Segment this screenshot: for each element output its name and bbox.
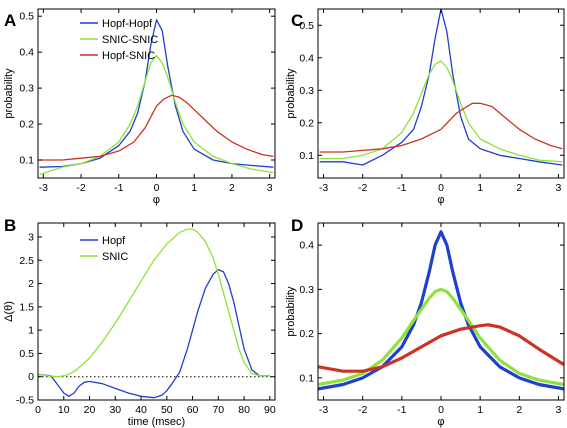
x-axis-label: φ	[437, 416, 444, 428]
series-line-snic	[38, 228, 270, 378]
x-tick-label: 90	[264, 404, 276, 416]
panel-c: C -3 -2 -1 0 1 2 3 0.1 0.2 0.3 0.4 0.5 φ probability	[285, 8, 565, 206]
x-tick-label: -1	[397, 182, 406, 194]
x-tick-label: -2	[358, 404, 367, 416]
y-tick-label: 0.3	[19, 83, 34, 95]
y-tick-label: 0.3	[299, 284, 314, 296]
panel-letter: C	[291, 11, 303, 30]
y-tick-label: 0.2	[299, 117, 314, 129]
x-tick-label: 1	[191, 182, 197, 194]
x-tick-label: -2	[358, 182, 367, 194]
x-tick-label: 0	[35, 404, 41, 416]
y-tick-label: 0.4	[19, 47, 34, 59]
legend-entry: SNIC	[102, 251, 128, 263]
y-tick-label: 0.4	[299, 52, 314, 64]
series-line-hopf-snic	[39, 94, 274, 161]
series-line-blue	[319, 9, 563, 166]
x-tick-label: -3	[39, 182, 48, 194]
x-tick-label: 2	[516, 404, 522, 416]
y-tick-label: 1	[28, 325, 34, 337]
x-tick-label: 2	[229, 182, 235, 194]
x-tick-label: 60	[187, 404, 199, 416]
x-tick-label: 0	[438, 182, 444, 194]
x-tick-label: 10	[58, 404, 70, 416]
legend-entry: Hopf-Hopf	[102, 18, 153, 30]
axes-frame	[37, 222, 276, 401]
panel-letter: A	[4, 11, 16, 30]
y-tick-label: 0.5	[299, 20, 314, 32]
x-tick-label: -2	[76, 182, 85, 194]
series-line-hopf-hopf	[39, 19, 274, 168]
y-axis-label: probability	[3, 68, 15, 119]
x-tick-label: 3	[556, 404, 562, 416]
legend: Hopf SNIC	[80, 235, 128, 263]
y-tick-label: 0.3	[299, 85, 314, 97]
x-tick-label: 50	[161, 404, 173, 416]
x-tick-label: 1	[477, 404, 483, 416]
panel-b: B0 10 20 30 40 50 60 70 80 90-0.500.511.522.53tim…	[3, 216, 276, 428]
axes-frame	[317, 8, 565, 179]
y-tick-label: 0.4	[299, 240, 314, 252]
axes-frame	[317, 222, 565, 401]
x-tick-label: -3	[319, 182, 328, 194]
x-tick-label: 40	[135, 404, 147, 416]
x-tick-label: 3	[556, 182, 562, 194]
x-tick-label: 0	[438, 404, 444, 416]
series-line-green	[318, 287, 564, 387]
y-axis-label: probability	[285, 68, 297, 119]
y-tick-label: 3	[28, 231, 34, 243]
x-tick-label: -3	[319, 404, 328, 416]
x-tick-label: 0	[154, 182, 160, 194]
y-axis-label: probability	[285, 286, 297, 337]
y-tick-label: 0	[28, 371, 34, 383]
x-tick-label: 2	[516, 182, 522, 194]
legend-entry: SNIC-SNIC	[102, 34, 158, 46]
y-tick-label: 0.1	[299, 372, 314, 384]
panel-letter: D	[291, 216, 303, 235]
series-line-red	[318, 323, 564, 373]
y-axis-label: Δ(θ)	[3, 301, 15, 322]
x-tick-label: 80	[238, 404, 250, 416]
legend: Hopf-Hopf SNIC-SNIC Hopf-SNIC	[80, 18, 158, 62]
series-line-hopf	[38, 268, 270, 399]
y-tick-label: 0.1	[299, 150, 314, 162]
x-tick-label: -1	[397, 404, 406, 416]
legend-entry: Hopf-SNIC	[102, 50, 155, 62]
x-tick-label: 70	[212, 404, 224, 416]
y-tick-label: -0.5	[16, 395, 34, 407]
series-line-snic-snic	[39, 55, 274, 176]
x-axis-label: φ	[437, 194, 444, 206]
x-tick-label: -1	[114, 182, 123, 194]
series-line-green	[319, 60, 563, 163]
legend-entry: Hopf	[102, 235, 126, 247]
y-tick-label: 2.5	[19, 255, 34, 267]
panel-letter: B	[4, 216, 16, 235]
y-tick-label: 2	[28, 278, 34, 290]
x-tick-label: 1	[477, 182, 483, 194]
panel-a: A -3 -2 -1 0 1 2 3 0.1 0.2 0.3 0.4 0.5 φ probability Ho…	[3, 8, 276, 206]
x-axis-label: φ	[153, 194, 160, 206]
x-tick-label: 3	[267, 182, 273, 194]
y-tick-label: 0.5	[19, 11, 34, 23]
series-line-blue	[318, 230, 564, 391]
x-tick-label: 20	[84, 404, 96, 416]
x-tick-label: 30	[109, 404, 121, 416]
y-tick-label: 0.2	[19, 119, 34, 131]
series-line-red	[319, 102, 563, 153]
y-tick-label: 0.5	[19, 348, 34, 360]
y-tick-label: 1.5	[19, 301, 34, 313]
panel-d: D -3 -2 -1 0 1 2 3 0.1 0.2 0.3 0.4 φ probability	[285, 216, 565, 428]
y-tick-label: 0.1	[19, 155, 34, 167]
x-axis-label: time (msec)	[128, 416, 185, 428]
y-tick-label: 0.2	[299, 328, 314, 340]
